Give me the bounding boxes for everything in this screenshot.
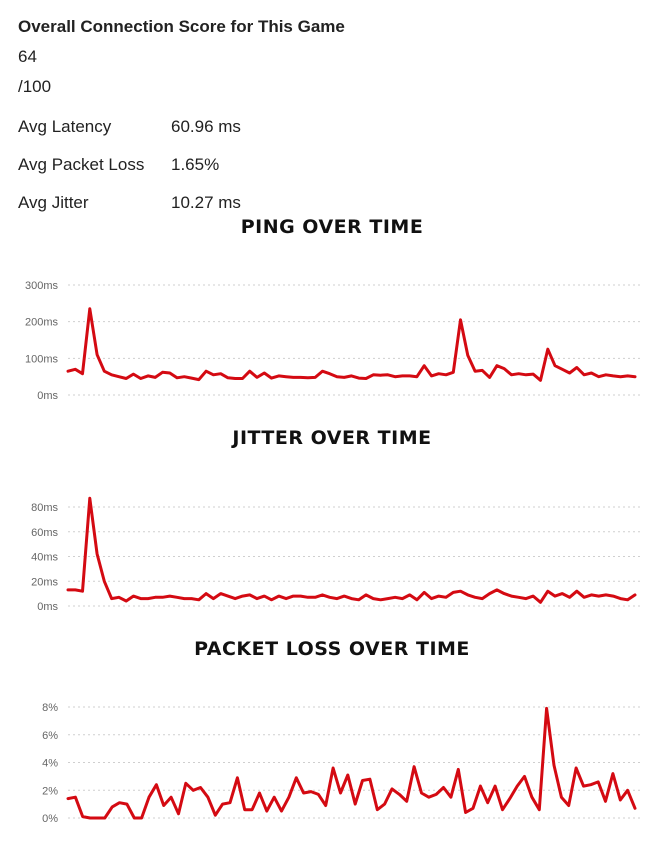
y-tick-label: 40ms — [31, 552, 58, 564]
y-tick-label: 300ms — [25, 280, 59, 292]
score-value: 64 — [18, 47, 37, 66]
stat-label: Avg Latency — [18, 117, 112, 136]
packet-loss-chart-title: PACKET LOSS OVER TIME — [194, 638, 470, 660]
y-tick-label: 60ms — [31, 527, 58, 539]
ping-chart: 0ms 100ms 200ms 300ms — [25, 280, 640, 402]
series-line — [66, 496, 637, 604]
stat-label: Avg Jitter — [18, 193, 89, 212]
connection-summary: Overall Connection Score for This Game 6… — [18, 14, 618, 222]
y-tick-label: 20ms — [31, 576, 58, 588]
stat-value: 60.96 ms — [171, 117, 241, 136]
stats-list: Avg Latency 60.96 ms Avg Packet Loss 1.6… — [18, 108, 618, 222]
stat-row-packet-loss: Avg Packet Loss 1.65% — [18, 146, 618, 184]
y-tick-label: 6% — [42, 730, 58, 742]
y-tick-label: 100ms — [25, 353, 59, 365]
stat-value: 1.65% — [171, 155, 220, 174]
y-tick-label: 8% — [42, 702, 58, 714]
y-tick-label: 0% — [42, 813, 58, 825]
packet-loss-chart: 0% 2% 4% 6% 8% — [42, 702, 640, 825]
score-title: Overall Connection Score for This Game — [18, 17, 345, 36]
ping-chart-title: PING OVER TIME — [240, 216, 424, 238]
series-line — [66, 706, 637, 820]
y-tick-label: 4% — [42, 758, 58, 770]
stat-row-jitter: Avg Jitter 10.27 ms — [18, 184, 618, 222]
y-tick-label: 200ms — [25, 317, 59, 329]
score-max: /100 — [18, 77, 52, 96]
y-tick-label: 80ms — [31, 502, 58, 514]
stat-label: Avg Packet Loss — [18, 155, 145, 174]
y-tick-label: 2% — [42, 785, 58, 797]
jitter-chart-title: JITTER OVER TIME — [232, 427, 432, 449]
y-tick-label: 0ms — [37, 390, 58, 402]
jitter-chart: 0ms 20ms 40ms 60ms 80ms — [31, 496, 640, 613]
stat-row-latency: Avg Latency 60.96 ms — [18, 108, 618, 146]
series-line — [66, 307, 637, 382]
y-tick-label: 0ms — [37, 601, 58, 613]
stat-value: 10.27 ms — [171, 193, 241, 212]
